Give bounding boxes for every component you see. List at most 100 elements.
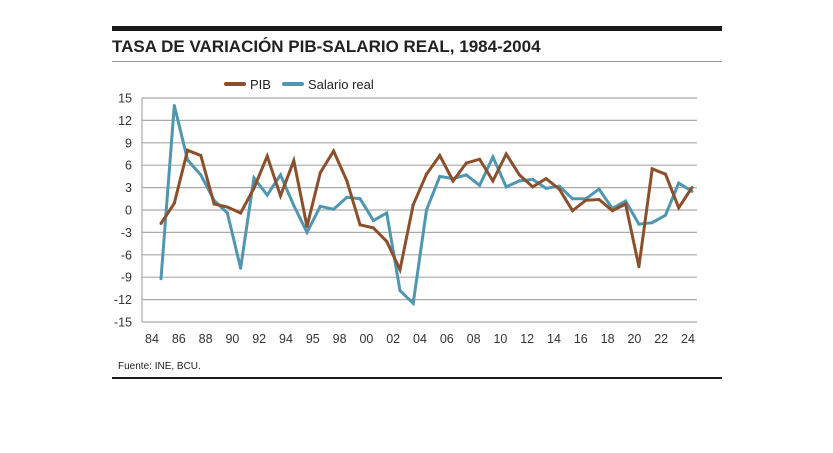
data-point — [624, 199, 628, 203]
x-tick-label: 16 — [574, 332, 588, 346]
data-point — [371, 218, 375, 222]
x-tick-label: 22 — [654, 332, 668, 346]
data-point — [225, 205, 229, 209]
y-tick-label: -6 — [121, 248, 132, 262]
data-point — [265, 154, 269, 158]
data-point — [677, 206, 681, 210]
data-point — [398, 268, 402, 272]
data-point — [398, 289, 402, 293]
data-point — [425, 208, 428, 212]
x-tick-label: 92 — [252, 332, 266, 346]
data-point — [531, 177, 535, 181]
x-tick-label: 84 — [145, 332, 159, 346]
series-points-salario-real — [159, 103, 694, 305]
data-point — [637, 265, 641, 269]
y-tick-label: 9 — [125, 136, 132, 150]
series-points-pib — [159, 148, 694, 272]
y-tick-label: 12 — [118, 114, 132, 128]
x-tick-label: 18 — [601, 332, 615, 346]
bottom-rule — [112, 377, 722, 379]
data-point — [464, 173, 468, 177]
data-point — [544, 186, 548, 190]
source-note: Fuente: INE, BCU. — [118, 361, 201, 372]
data-point — [212, 202, 216, 206]
data-point — [584, 198, 588, 202]
x-tick-label: 08 — [467, 332, 481, 346]
x-tick-label: 86 — [172, 332, 186, 346]
data-point — [438, 174, 442, 178]
chart-title: TASA DE VARIACIÓN PIB-SALARIO REAL, 1984… — [112, 37, 541, 56]
data-point — [239, 266, 243, 270]
data-point — [677, 181, 681, 185]
data-point — [690, 186, 694, 190]
data-point — [318, 204, 322, 208]
data-point — [345, 179, 349, 183]
data-point — [252, 176, 256, 180]
data-point — [159, 277, 163, 281]
x-tick-label: 10 — [493, 332, 507, 346]
data-point — [491, 155, 495, 159]
data-point — [199, 173, 203, 177]
data-point — [438, 153, 442, 157]
data-point — [305, 230, 309, 234]
data-point — [278, 173, 282, 177]
y-tick-label: -3 — [121, 226, 132, 240]
legend-label-pib: PIB — [250, 77, 271, 92]
data-point — [305, 224, 309, 228]
data-point — [265, 193, 269, 197]
data-point — [610, 209, 614, 213]
data-point — [650, 167, 654, 171]
data-point — [663, 213, 667, 217]
x-tick-label: 98 — [333, 332, 347, 346]
data-point — [252, 186, 256, 190]
y-tick-label: 6 — [125, 159, 132, 173]
data-point — [292, 204, 296, 208]
series-line-salario-real — [159, 105, 693, 307]
x-tick-label: 88 — [199, 332, 213, 346]
data-point — [624, 202, 628, 206]
data-point — [358, 223, 362, 227]
x-tick-label: 95 — [306, 332, 320, 346]
data-point — [172, 201, 176, 205]
data-point — [318, 171, 322, 175]
data-point — [557, 187, 561, 191]
data-point — [186, 148, 190, 152]
data-point — [637, 222, 641, 226]
x-tick-label: 14 — [547, 332, 561, 346]
legend-label-salario: Salario real — [308, 77, 374, 92]
y-tick-label: 15 — [118, 92, 132, 106]
data-point — [239, 211, 243, 215]
x-tick-label: 24 — [681, 332, 695, 346]
data-point — [425, 172, 428, 176]
data-point — [544, 177, 548, 181]
data-point — [504, 185, 508, 189]
data-point — [332, 207, 336, 211]
data-point — [358, 197, 362, 201]
data-point — [597, 198, 601, 202]
y-tick-label: -12 — [114, 293, 132, 307]
data-point — [159, 221, 163, 225]
y-tick-label: 3 — [125, 181, 132, 195]
data-point — [663, 172, 667, 176]
x-tick-label: 04 — [413, 332, 427, 346]
x-tick-label: 94 — [279, 332, 293, 346]
data-point — [451, 179, 455, 183]
data-point — [278, 194, 282, 198]
data-point — [411, 203, 415, 207]
y-tick-label: 0 — [125, 204, 132, 218]
data-point — [597, 187, 601, 191]
data-point — [172, 103, 176, 107]
data-point — [571, 197, 575, 201]
data-point — [292, 159, 296, 163]
data-point — [517, 179, 521, 183]
data-point — [478, 183, 482, 187]
data-point — [571, 209, 575, 213]
data-point — [464, 161, 468, 165]
data-point — [491, 179, 495, 183]
data-point — [531, 185, 535, 189]
data-point — [385, 211, 389, 215]
y-tick-label: -9 — [121, 271, 132, 285]
x-tick-label: 12 — [520, 332, 534, 346]
data-point — [385, 239, 389, 243]
